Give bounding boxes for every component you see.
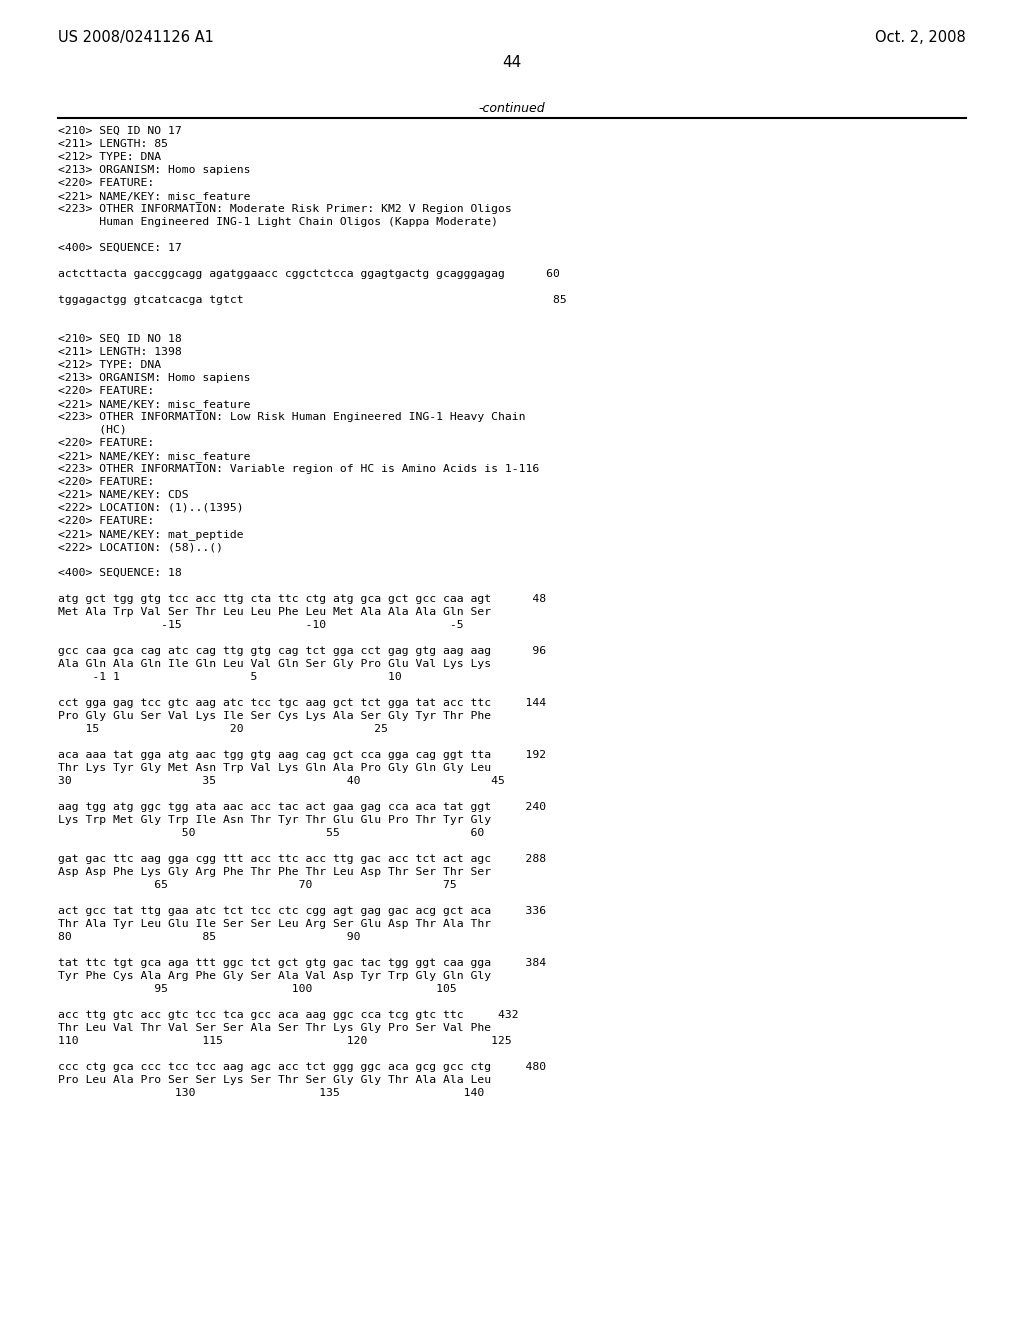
Text: 44: 44 <box>503 55 521 70</box>
Text: 15                   20                   25: 15 20 25 <box>58 723 388 734</box>
Text: act gcc tat ttg gaa atc tct tcc ctc cgg agt gag gac acg gct aca     336: act gcc tat ttg gaa atc tct tcc ctc cgg … <box>58 906 546 916</box>
Text: actcttacta gaccggcagg agatggaacc cggctctcca ggagtgactg gcagggagag      60: actcttacta gaccggcagg agatggaacc cggctct… <box>58 269 560 279</box>
Text: Oct. 2, 2008: Oct. 2, 2008 <box>876 30 966 45</box>
Text: aca aaa tat gga atg aac tgg gtg aag cag gct cca gga cag ggt tta     192: aca aaa tat gga atg aac tgg gtg aag cag … <box>58 750 546 760</box>
Text: Ala Gln Ala Gln Ile Gln Leu Val Gln Ser Gly Pro Glu Val Lys Lys: Ala Gln Ala Gln Ile Gln Leu Val Gln Ser … <box>58 659 492 669</box>
Text: Tyr Phe Cys Ala Arg Phe Gly Ser Ala Val Asp Tyr Trp Gly Gln Gly: Tyr Phe Cys Ala Arg Phe Gly Ser Ala Val … <box>58 972 492 981</box>
Text: <222> LOCATION: (58)..(): <222> LOCATION: (58)..() <box>58 543 223 552</box>
Text: <212> TYPE: DNA: <212> TYPE: DNA <box>58 360 161 370</box>
Text: Human Engineered ING-1 Light Chain Oligos (Kappa Moderate): Human Engineered ING-1 Light Chain Oligo… <box>58 216 498 227</box>
Text: <210> SEQ ID NO 18: <210> SEQ ID NO 18 <box>58 334 181 345</box>
Text: <221> NAME/KEY: misc_feature: <221> NAME/KEY: misc_feature <box>58 451 251 462</box>
Text: <221> NAME/KEY: mat_peptide: <221> NAME/KEY: mat_peptide <box>58 529 244 540</box>
Text: -1 1                   5                   10: -1 1 5 10 <box>58 672 401 682</box>
Text: 30                   35                   40                   45: 30 35 40 45 <box>58 776 505 785</box>
Text: 95                  100                  105: 95 100 105 <box>58 983 457 994</box>
Text: Asp Asp Phe Lys Gly Arg Phe Thr Phe Thr Leu Asp Thr Ser Thr Ser: Asp Asp Phe Lys Gly Arg Phe Thr Phe Thr … <box>58 867 492 876</box>
Text: gcc caa gca cag atc cag ttg gtg cag tct gga cct gag gtg aag aag      96: gcc caa gca cag atc cag ttg gtg cag tct … <box>58 645 546 656</box>
Text: gat gac ttc aag gga cgg ttt acc ttc acc ttg gac acc tct act agc     288: gat gac ttc aag gga cgg ttt acc ttc acc … <box>58 854 546 865</box>
Text: <212> TYPE: DNA: <212> TYPE: DNA <box>58 152 161 162</box>
Text: Thr Leu Val Thr Val Ser Ser Ala Ser Thr Lys Gly Pro Ser Val Phe: Thr Leu Val Thr Val Ser Ser Ala Ser Thr … <box>58 1023 492 1034</box>
Text: acc ttg gtc acc gtc tcc tca gcc aca aag ggc cca tcg gtc ttc     432: acc ttg gtc acc gtc tcc tca gcc aca aag … <box>58 1010 518 1020</box>
Text: <400> SEQUENCE: 17: <400> SEQUENCE: 17 <box>58 243 181 253</box>
Text: <223> OTHER INFORMATION: Moderate Risk Primer: KM2 V Region Oligos: <223> OTHER INFORMATION: Moderate Risk P… <box>58 205 512 214</box>
Text: tggagactgg gtcatcacga tgtct                                             85: tggagactgg gtcatcacga tgtct 85 <box>58 294 566 305</box>
Text: <211> LENGTH: 1398: <211> LENGTH: 1398 <box>58 347 181 356</box>
Text: <220> FEATURE:: <220> FEATURE: <box>58 477 155 487</box>
Text: <221> NAME/KEY: CDS: <221> NAME/KEY: CDS <box>58 490 188 500</box>
Text: <221> NAME/KEY: misc_feature: <221> NAME/KEY: misc_feature <box>58 399 251 411</box>
Text: Thr Ala Tyr Leu Glu Ile Ser Ser Leu Arg Ser Glu Asp Thr Ala Thr: Thr Ala Tyr Leu Glu Ile Ser Ser Leu Arg … <box>58 919 492 929</box>
Text: <220> FEATURE:: <220> FEATURE: <box>58 516 155 525</box>
Text: (HC): (HC) <box>58 425 127 436</box>
Text: <221> NAME/KEY: misc_feature: <221> NAME/KEY: misc_feature <box>58 191 251 202</box>
Text: Thr Lys Tyr Gly Met Asn Trp Val Lys Gln Ala Pro Gly Gln Gly Leu: Thr Lys Tyr Gly Met Asn Trp Val Lys Gln … <box>58 763 492 774</box>
Text: <220> FEATURE:: <220> FEATURE: <box>58 385 155 396</box>
Text: aag tgg atg ggc tgg ata aac acc tac act gaa gag cca aca tat ggt     240: aag tgg atg ggc tgg ata aac acc tac act … <box>58 803 546 812</box>
Text: 65                   70                   75: 65 70 75 <box>58 880 457 890</box>
Text: <213> ORGANISM: Homo sapiens: <213> ORGANISM: Homo sapiens <box>58 374 251 383</box>
Text: <222> LOCATION: (1)..(1395): <222> LOCATION: (1)..(1395) <box>58 503 244 513</box>
Text: <220> FEATURE:: <220> FEATURE: <box>58 438 155 447</box>
Text: <400> SEQUENCE: 18: <400> SEQUENCE: 18 <box>58 568 181 578</box>
Text: -continued: -continued <box>478 102 546 115</box>
Text: ccc ctg gca ccc tcc tcc aag agc acc tct ggg ggc aca gcg gcc ctg     480: ccc ctg gca ccc tcc tcc aag agc acc tct … <box>58 1063 546 1072</box>
Text: -15                  -10                  -5: -15 -10 -5 <box>58 620 464 630</box>
Text: US 2008/0241126 A1: US 2008/0241126 A1 <box>58 30 214 45</box>
Text: <211> LENGTH: 85: <211> LENGTH: 85 <box>58 139 168 149</box>
Text: 80                   85                   90: 80 85 90 <box>58 932 360 942</box>
Text: <223> OTHER INFORMATION: Low Risk Human Engineered ING-1 Heavy Chain: <223> OTHER INFORMATION: Low Risk Human … <box>58 412 525 422</box>
Text: <213> ORGANISM: Homo sapiens: <213> ORGANISM: Homo sapiens <box>58 165 251 176</box>
Text: cct gga gag tcc gtc aag atc tcc tgc aag gct tct gga tat acc ttc     144: cct gga gag tcc gtc aag atc tcc tgc aag … <box>58 698 546 708</box>
Text: Lys Trp Met Gly Trp Ile Asn Thr Tyr Thr Glu Glu Pro Thr Tyr Gly: Lys Trp Met Gly Trp Ile Asn Thr Tyr Thr … <box>58 814 492 825</box>
Text: 110                  115                  120                  125: 110 115 120 125 <box>58 1036 512 1045</box>
Text: Met Ala Trp Val Ser Thr Leu Leu Phe Leu Met Ala Ala Ala Gln Ser: Met Ala Trp Val Ser Thr Leu Leu Phe Leu … <box>58 607 492 616</box>
Text: <210> SEQ ID NO 17: <210> SEQ ID NO 17 <box>58 125 181 136</box>
Text: 130                  135                  140: 130 135 140 <box>58 1088 484 1098</box>
Text: 50                   55                   60: 50 55 60 <box>58 828 484 838</box>
Text: tat ttc tgt gca aga ttt ggc tct gct gtg gac tac tgg ggt caa gga     384: tat ttc tgt gca aga ttt ggc tct gct gtg … <box>58 958 546 968</box>
Text: Pro Gly Glu Ser Val Lys Ile Ser Cys Lys Ala Ser Gly Tyr Thr Phe: Pro Gly Glu Ser Val Lys Ile Ser Cys Lys … <box>58 711 492 721</box>
Text: atg gct tgg gtg tcc acc ttg cta ttc ctg atg gca gct gcc caa agt      48: atg gct tgg gtg tcc acc ttg cta ttc ctg … <box>58 594 546 605</box>
Text: <220> FEATURE:: <220> FEATURE: <box>58 178 155 187</box>
Text: <223> OTHER INFORMATION: Variable region of HC is Amino Acids is 1-116: <223> OTHER INFORMATION: Variable region… <box>58 465 540 474</box>
Text: Pro Leu Ala Pro Ser Ser Lys Ser Thr Ser Gly Gly Thr Ala Ala Leu: Pro Leu Ala Pro Ser Ser Lys Ser Thr Ser … <box>58 1074 492 1085</box>
